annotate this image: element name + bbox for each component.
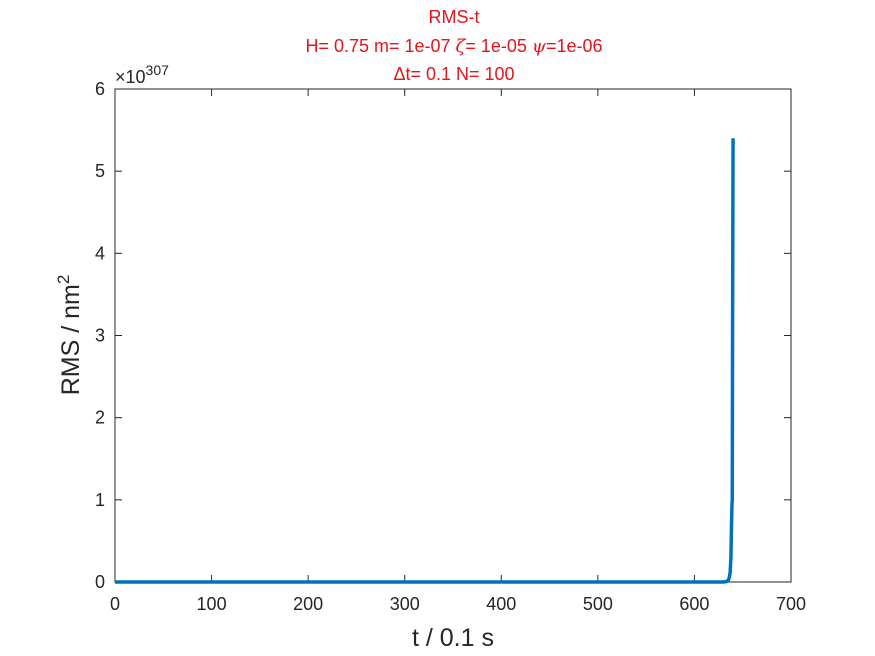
y-exponent-base: ×10 — [115, 67, 146, 87]
chart-title-line-3: Δt= 0.1 N= 100 — [393, 64, 514, 84]
x-tick-label: 500 — [583, 594, 613, 614]
x-axis-ticks: 0 100 200 300 400 500 600 700 — [110, 89, 806, 614]
x-tick-label: 100 — [197, 594, 227, 614]
y-tick-label: 4 — [95, 243, 105, 263]
y-axis-ticks: 0 1 2 3 4 5 6 — [95, 79, 791, 592]
delta-symbol: Δ — [393, 64, 405, 84]
y-tick-label: 0 — [95, 572, 105, 592]
y-tick-label: 1 — [95, 490, 105, 510]
psi-symbol: ψ — [532, 36, 547, 57]
x-tick-label: 0 — [110, 594, 120, 614]
zeta-symbol: ζ — [456, 36, 467, 57]
series-line — [115, 138, 735, 584]
x-axis-label: t / 0.1 s — [412, 624, 494, 652]
x-tick-label: 300 — [390, 594, 420, 614]
y-tick-label: 6 — [95, 79, 105, 99]
y-tick-label: 3 — [95, 326, 105, 346]
title-line-2-part: H= 0.75 m= 1e-07 — [305, 36, 455, 56]
y-tick-label: 5 — [95, 161, 105, 181]
title-line-2-part: =1e-06 — [546, 36, 603, 56]
series-layer — [115, 138, 735, 584]
x-tick-label: 400 — [486, 594, 516, 614]
y-axis-label-superscript: 2 — [54, 275, 73, 284]
y-exponent-label: ×10307 — [115, 62, 169, 87]
y-axis-label-text: RMS / nm — [57, 284, 85, 395]
y-axis-label: RMS / nm2 — [54, 275, 85, 396]
x-tick-label: 600 — [679, 594, 709, 614]
title-line-2-part: = 1e-05 — [465, 36, 532, 56]
title-line-3-part: t= 0.1 N= 100 — [405, 64, 514, 84]
x-tick-label: 700 — [776, 594, 806, 614]
y-tick-label: 2 — [95, 408, 105, 428]
chart-title-line-1: RMS-t — [429, 7, 480, 27]
y-exponent-power: 307 — [146, 62, 170, 78]
chart-title-line-2: H= 0.75 m= 1e-07 ζ= 1e-05 ψ=1e-06 — [305, 36, 602, 57]
x-tick-label: 200 — [293, 594, 323, 614]
